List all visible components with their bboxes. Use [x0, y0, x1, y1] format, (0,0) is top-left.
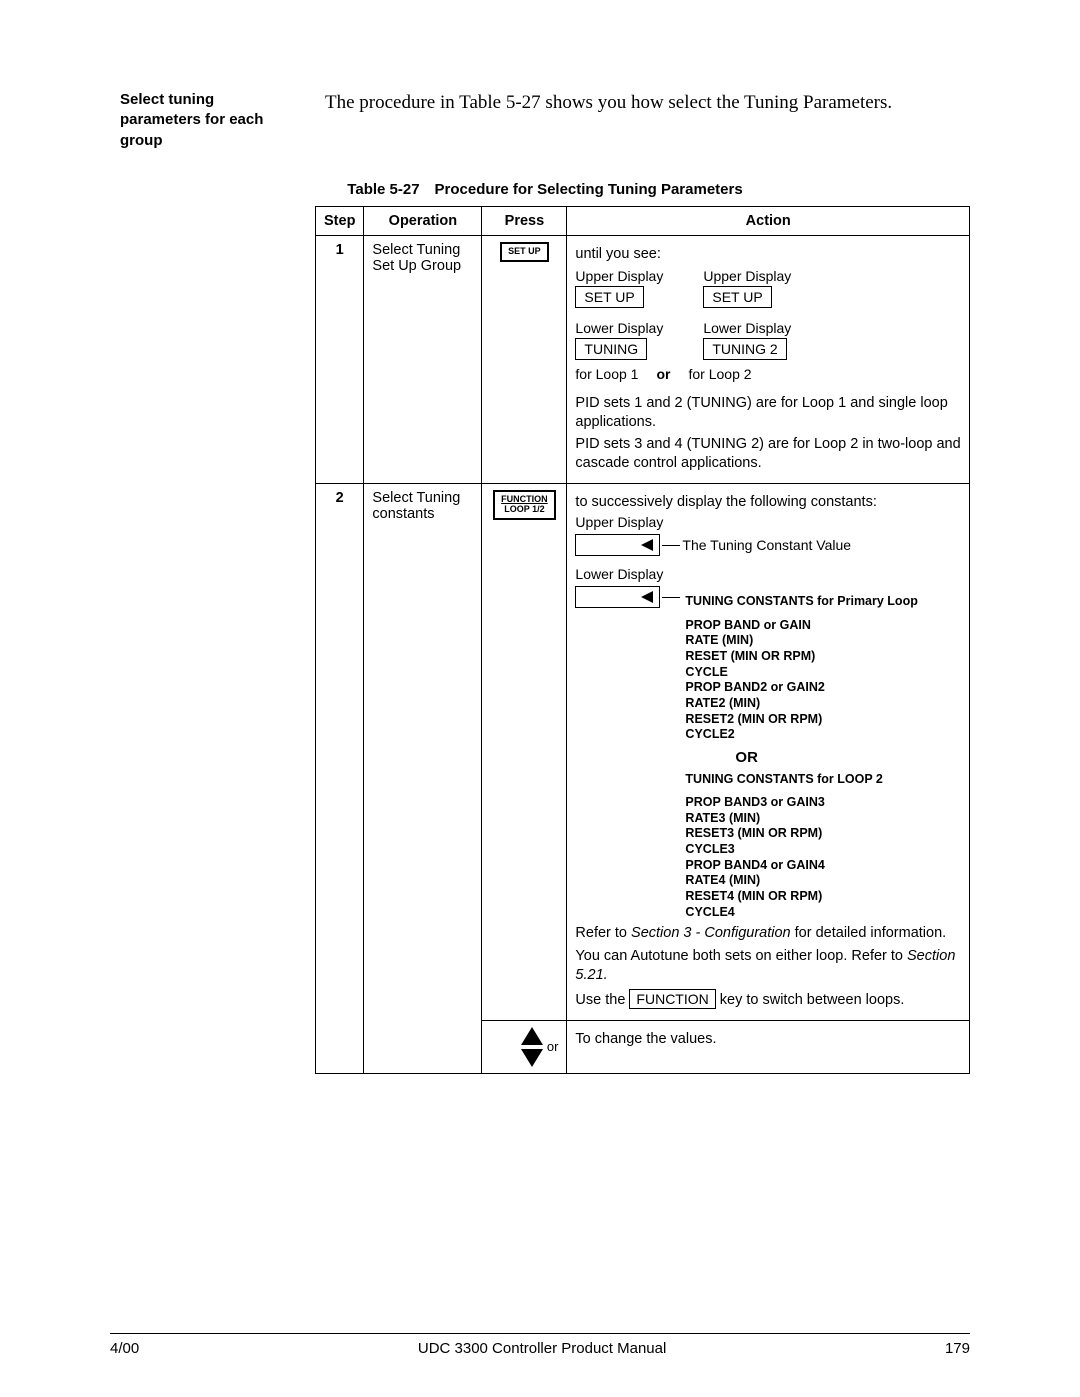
- upper-hint: The Tuning Constant Value: [682, 537, 851, 553]
- const-item: RATE2 (MIN): [685, 696, 961, 712]
- const-item: PROP BAND4 or GAIN4: [685, 858, 961, 874]
- para-pid12: PID sets 1 and 2 (TUNING) are for Loop 1…: [575, 394, 961, 432]
- constants-list: TUNING CONSTANTS for Primary Loop PROP B…: [685, 594, 961, 920]
- change-values-action: To change the values.: [567, 1020, 970, 1073]
- for-loop-1: for Loop 1: [575, 366, 638, 382]
- use-text: Use the: [575, 992, 629, 1008]
- footer-page: 179: [945, 1340, 970, 1357]
- ref-text: Refer to: [575, 925, 631, 941]
- value-box-icon: [575, 586, 660, 608]
- table-caption: Table 5-27 Procedure for Selecting Tunin…: [120, 181, 970, 198]
- const-item: PROP BAND or GAIN: [685, 618, 961, 634]
- step-press: FUNCTION LOOP 1/2: [482, 484, 567, 1020]
- function-key-inline: FUNCTION: [629, 989, 715, 1009]
- const-item: RESET2 (MIN OR RPM): [685, 712, 961, 728]
- const-item: RATE (MIN): [685, 633, 961, 649]
- lower-display-label: Lower Display: [575, 320, 663, 336]
- const-item: PROP BAND2 or GAIN2: [685, 680, 961, 696]
- step-op: Select Tuning Set Up Group: [364, 235, 482, 483]
- autotune-text: You can Autotune both sets on either loo…: [575, 948, 907, 964]
- change-values-text: To change the values.: [575, 1031, 961, 1047]
- footer-date: 4/00: [110, 1340, 139, 1357]
- table-row: 2 Select Tuning constants FUNCTION LOOP …: [316, 484, 970, 1020]
- const-item: PROP BAND3 or GAIN3: [685, 795, 961, 811]
- side-heading: Select tuning parameters for each group: [120, 90, 295, 151]
- const-item: CYCLE2: [685, 727, 961, 743]
- th-press: Press: [482, 206, 567, 235]
- const-item: RATE3 (MIN): [685, 811, 961, 827]
- or-text: or: [656, 366, 670, 382]
- th-operation: Operation: [364, 206, 482, 235]
- function-key-note: Use the FUNCTION key to switch between l…: [575, 989, 961, 1010]
- intro-text: The procedure in Table 5-27 shows you ho…: [325, 90, 892, 151]
- primary-header: TUNING CONSTANTS for Primary Loop: [685, 594, 961, 610]
- arrow-keys-cell: or: [482, 1020, 567, 1073]
- or-text: or: [547, 1039, 559, 1054]
- lower-display-label: Lower Display: [575, 566, 961, 582]
- const-item: RESET3 (MIN OR RPM): [685, 826, 961, 842]
- lead-text: to successively display the following co…: [575, 494, 961, 510]
- th-action: Action: [567, 206, 970, 235]
- upper-display-label: Upper Display: [703, 268, 791, 284]
- lower-display-label: Lower Display: [703, 320, 791, 336]
- page-footer: 4/00 UDC 3300 Controller Product Manual …: [110, 1333, 970, 1357]
- value-box-icon: [575, 534, 660, 556]
- para-pid34: PID sets 3 and 4 (TUNING 2) are for Loop…: [575, 435, 961, 473]
- upper-display-label: Upper Display: [575, 268, 663, 284]
- display-box: TUNING 2: [703, 338, 786, 360]
- ref-config: Refer to Section 3 - Configuration for d…: [575, 924, 961, 943]
- display-box: SET UP: [703, 286, 771, 308]
- lead-text: until you see:: [575, 246, 961, 262]
- footer-title: UDC 3300 Controller Product Manual: [139, 1340, 945, 1357]
- const-item: RESET4 (MIN OR RPM): [685, 889, 961, 905]
- setup-key-icon: SET UP: [500, 242, 549, 262]
- th-step: Step: [316, 206, 364, 235]
- step-action: to successively display the following co…: [567, 484, 970, 1020]
- arrow-down-icon: [521, 1049, 543, 1067]
- procedure-table: Step Operation Press Action 1 Select Tun…: [315, 206, 970, 1074]
- use-text: key to switch between loops.: [716, 992, 905, 1008]
- display-box: TUNING: [575, 338, 647, 360]
- function-key-line1: FUNCTION: [501, 494, 548, 504]
- const-item: CYCLE3: [685, 842, 961, 858]
- function-key-line2: LOOP 1/2: [504, 504, 544, 514]
- table-row: 1 Select Tuning Set Up Group SET UP unti…: [316, 235, 970, 483]
- ref-section: Section 3 - Configuration: [631, 925, 791, 941]
- const-item: CYCLE: [685, 665, 961, 681]
- arrow-up-icon: [521, 1027, 543, 1045]
- upper-display-label: Upper Display: [575, 514, 961, 530]
- const-item: RESET (MIN OR RPM): [685, 649, 961, 665]
- const-item: CYCLE4: [685, 905, 961, 921]
- autotune-note: You can Autotune both sets on either loo…: [575, 947, 961, 985]
- ref-text: for detailed information.: [791, 925, 947, 941]
- step-op: Select Tuning constants: [364, 484, 482, 1073]
- function-key-icon: FUNCTION LOOP 1/2: [493, 490, 556, 520]
- or-separator: OR: [735, 749, 961, 768]
- for-loop-2: for Loop 2: [688, 366, 751, 382]
- step-num: 1: [316, 235, 364, 483]
- loop2-header: TUNING CONSTANTS for LOOP 2: [685, 772, 961, 788]
- step-num: 2: [316, 484, 364, 1073]
- step-action: until you see: Upper Display SET UP Uppe…: [567, 235, 970, 483]
- step-press: SET UP: [482, 235, 567, 483]
- const-item: RATE4 (MIN): [685, 873, 961, 889]
- display-box: SET UP: [575, 286, 643, 308]
